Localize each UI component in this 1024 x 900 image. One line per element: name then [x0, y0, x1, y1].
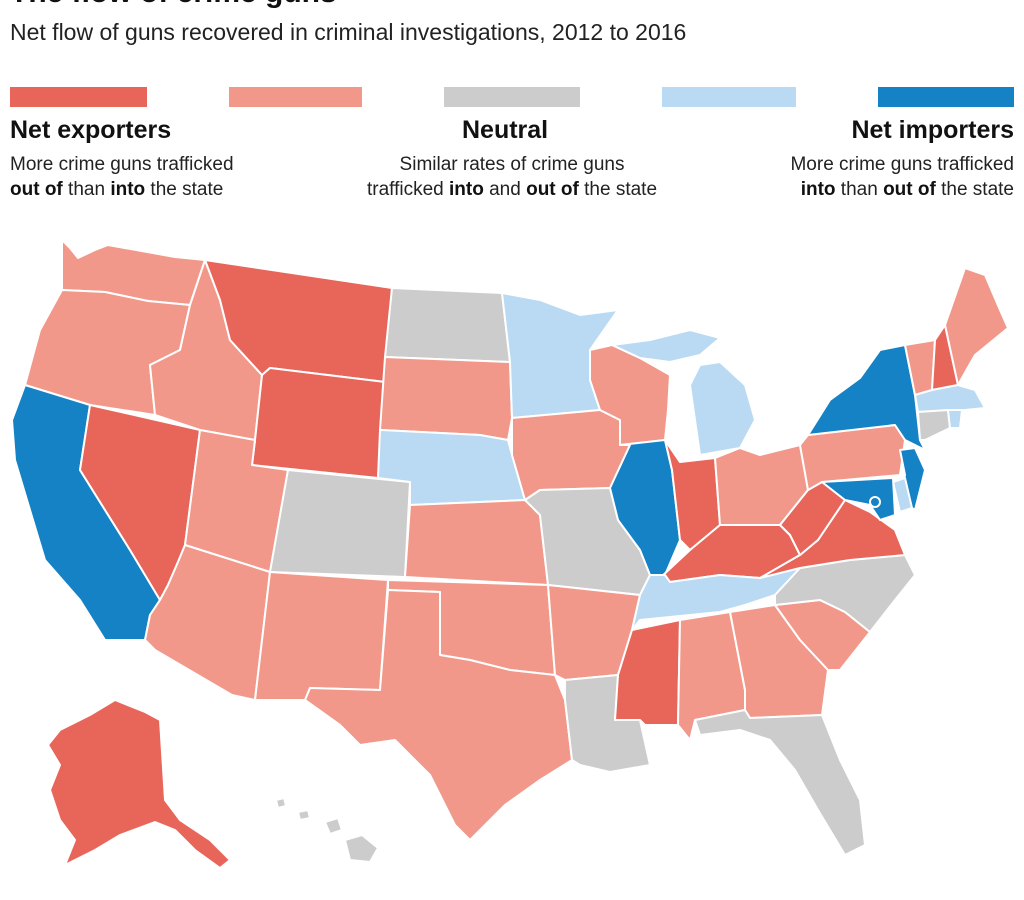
state-maine [944, 267, 1009, 386]
legend-exporters-than: than [62, 179, 111, 200]
map-title: The flow of crime guns [10, 0, 337, 10]
state-hawaii-maui [324, 817, 343, 835]
state-florida [694, 709, 866, 856]
legend-neutral-into: into [449, 179, 484, 200]
legend-importers-label: Net importers [851, 116, 1014, 144]
legend-importers-out-of: out of [883, 179, 936, 200]
legend-neutral-label: Neutral [462, 116, 549, 144]
legend-swatch-importer [662, 87, 796, 107]
state-kansas [404, 499, 549, 586]
legend-exporters-into: into [110, 179, 146, 200]
legend-neutral-description: Similar rates of crime guns trafficked i… [324, 152, 700, 202]
legend-swatch-strong-exporter [10, 87, 147, 107]
state-wyoming [251, 367, 386, 479]
state-colorado [269, 469, 411, 578]
legend-exporters-line1: More crime guns trafficked [10, 154, 234, 175]
legend-exporters-out-of: out of [10, 179, 63, 200]
state-michigan-upper [611, 329, 721, 363]
state-delaware [892, 477, 913, 513]
legend-importers-into: into [800, 179, 836, 200]
state-texas [304, 589, 573, 841]
state-alaska [47, 699, 231, 869]
legend-importers-line1: More crime guns trafficked [790, 154, 1014, 175]
legend-importers-line2: into than out of the state [790, 177, 1014, 202]
legend-swatch-exporter [229, 87, 362, 107]
map-subtitle: Net flow of guns recovered in criminal i… [10, 19, 687, 45]
legend-swatch-neutral [444, 87, 580, 107]
state-hawaii-kauai [275, 797, 287, 809]
legend-neutral-out-of: out of [526, 179, 579, 200]
state-hawaii-island [344, 834, 379, 863]
state-connecticut [917, 409, 951, 441]
legend-exporters-the-state: the state [145, 179, 224, 200]
state-hawaii-oahu [297, 809, 311, 821]
legend-neutral-line2: trafficked into and out of the state [324, 177, 700, 202]
legend-importers-the-state: the state [935, 179, 1014, 200]
state-north-dakota [384, 287, 511, 363]
legend-swatch-strong-importer [878, 87, 1014, 107]
state-michigan-lower [689, 361, 756, 456]
state-south-dakota [379, 356, 513, 441]
legend-neutral-trafficked: trafficked [366, 179, 449, 200]
dc-marker [869, 496, 881, 508]
legend-neutral-and: and [483, 179, 527, 200]
legend-exporters-label: Net exporters [10, 116, 172, 144]
legend-exporters-line2: out of than into the state [10, 177, 234, 202]
legend-neutral-line1: Similar rates of crime guns [399, 154, 625, 175]
us-states-map [11, 239, 1009, 869]
legend-exporters-description: More crime guns trafficked out of than i… [10, 152, 234, 202]
state-new-mexico [254, 571, 389, 701]
legend-importers-description: More crime guns trafficked into than out… [790, 152, 1014, 202]
state-rhode-island [947, 409, 963, 429]
legend-neutral-the-state: the state [578, 179, 658, 200]
state-maryland [821, 477, 896, 521]
legend-importers-than: than [835, 179, 884, 200]
